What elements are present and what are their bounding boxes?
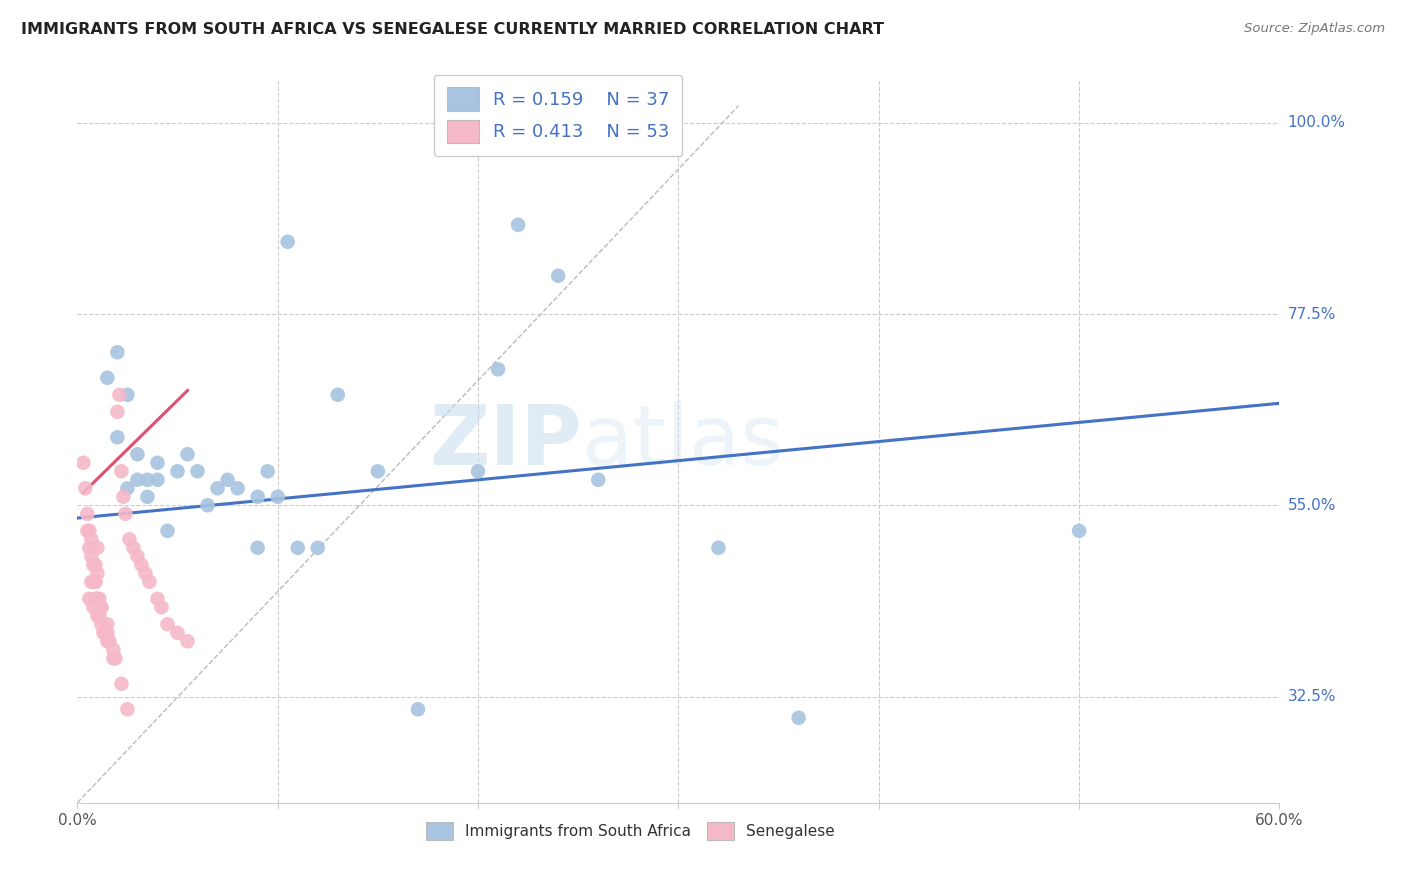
Point xyxy=(166,625,188,640)
Point xyxy=(84,574,107,589)
Point xyxy=(117,481,139,495)
Point xyxy=(90,600,112,615)
Point xyxy=(246,490,269,504)
Point xyxy=(79,524,101,538)
Point xyxy=(104,651,127,665)
Point xyxy=(217,473,239,487)
Point xyxy=(80,549,103,564)
Point xyxy=(307,541,329,555)
Point xyxy=(82,558,104,572)
Point xyxy=(86,541,108,555)
Point xyxy=(90,617,112,632)
Point xyxy=(226,481,249,495)
Point xyxy=(103,651,125,665)
Point xyxy=(90,600,112,615)
Point xyxy=(277,235,299,249)
Point xyxy=(467,464,489,478)
Point xyxy=(406,702,429,716)
Point xyxy=(1069,524,1091,538)
Point xyxy=(107,405,129,419)
Text: 32.5%: 32.5% xyxy=(1288,689,1336,704)
Point xyxy=(156,617,179,632)
Point xyxy=(138,574,160,589)
Point xyxy=(76,524,98,538)
Point xyxy=(94,625,117,640)
Point xyxy=(122,541,145,555)
Point xyxy=(84,591,107,606)
Point xyxy=(76,507,98,521)
Point xyxy=(107,345,129,359)
Point xyxy=(114,507,136,521)
Point xyxy=(84,574,107,589)
Point xyxy=(79,591,101,606)
Point xyxy=(110,677,132,691)
Point xyxy=(326,388,349,402)
Point xyxy=(186,464,209,478)
Point xyxy=(176,447,198,461)
Point xyxy=(207,481,229,495)
Point xyxy=(127,549,149,564)
Point xyxy=(287,541,309,555)
Point xyxy=(98,634,121,648)
Point xyxy=(84,558,107,572)
Point xyxy=(72,456,94,470)
Text: 77.5%: 77.5% xyxy=(1288,307,1336,321)
Point xyxy=(96,634,118,648)
Text: IMMIGRANTS FROM SOUTH AFRICA VS SENEGALESE CURRENTLY MARRIED CORRELATION CHART: IMMIGRANTS FROM SOUTH AFRICA VS SENEGALE… xyxy=(21,22,884,37)
Point xyxy=(146,456,169,470)
Point xyxy=(156,524,179,538)
Text: 55.0%: 55.0% xyxy=(1288,498,1336,513)
Point xyxy=(108,388,131,402)
Point xyxy=(150,600,173,615)
Point xyxy=(117,388,139,402)
Point xyxy=(146,591,169,606)
Point xyxy=(86,608,108,623)
Point xyxy=(256,464,278,478)
Point xyxy=(127,447,149,461)
Text: atlas: atlas xyxy=(582,401,785,482)
Point xyxy=(86,591,108,606)
Point xyxy=(80,533,103,547)
Text: 100.0%: 100.0% xyxy=(1288,115,1346,130)
Point xyxy=(508,218,530,232)
Point xyxy=(75,481,97,495)
Point xyxy=(176,634,198,648)
Point xyxy=(96,371,118,385)
Point xyxy=(134,566,156,581)
Point xyxy=(89,591,111,606)
Point xyxy=(136,490,159,504)
Point xyxy=(118,533,141,547)
Point xyxy=(82,600,104,615)
Point xyxy=(79,541,101,555)
Point xyxy=(93,625,115,640)
Point xyxy=(96,625,118,640)
Point xyxy=(547,268,569,283)
Point xyxy=(136,473,159,487)
Point xyxy=(267,490,290,504)
Point xyxy=(197,498,219,512)
Point xyxy=(166,464,188,478)
Point xyxy=(103,642,125,657)
Point xyxy=(146,473,169,487)
Point xyxy=(367,464,389,478)
Legend: Immigrants from South Africa, Senegalese: Immigrants from South Africa, Senegalese xyxy=(419,816,841,846)
Point xyxy=(486,362,509,376)
Point xyxy=(246,541,269,555)
Point xyxy=(80,574,103,589)
Point xyxy=(110,464,132,478)
Point xyxy=(131,558,153,572)
Point xyxy=(86,566,108,581)
Point xyxy=(707,541,730,555)
Point xyxy=(117,702,139,716)
Point xyxy=(107,430,129,444)
Point xyxy=(787,711,810,725)
Point xyxy=(112,490,135,504)
Text: Source: ZipAtlas.com: Source: ZipAtlas.com xyxy=(1244,22,1385,36)
Point xyxy=(96,617,118,632)
Point xyxy=(127,473,149,487)
Point xyxy=(588,473,610,487)
Point xyxy=(89,608,111,623)
Point xyxy=(82,574,104,589)
Text: ZIP: ZIP xyxy=(430,401,582,482)
